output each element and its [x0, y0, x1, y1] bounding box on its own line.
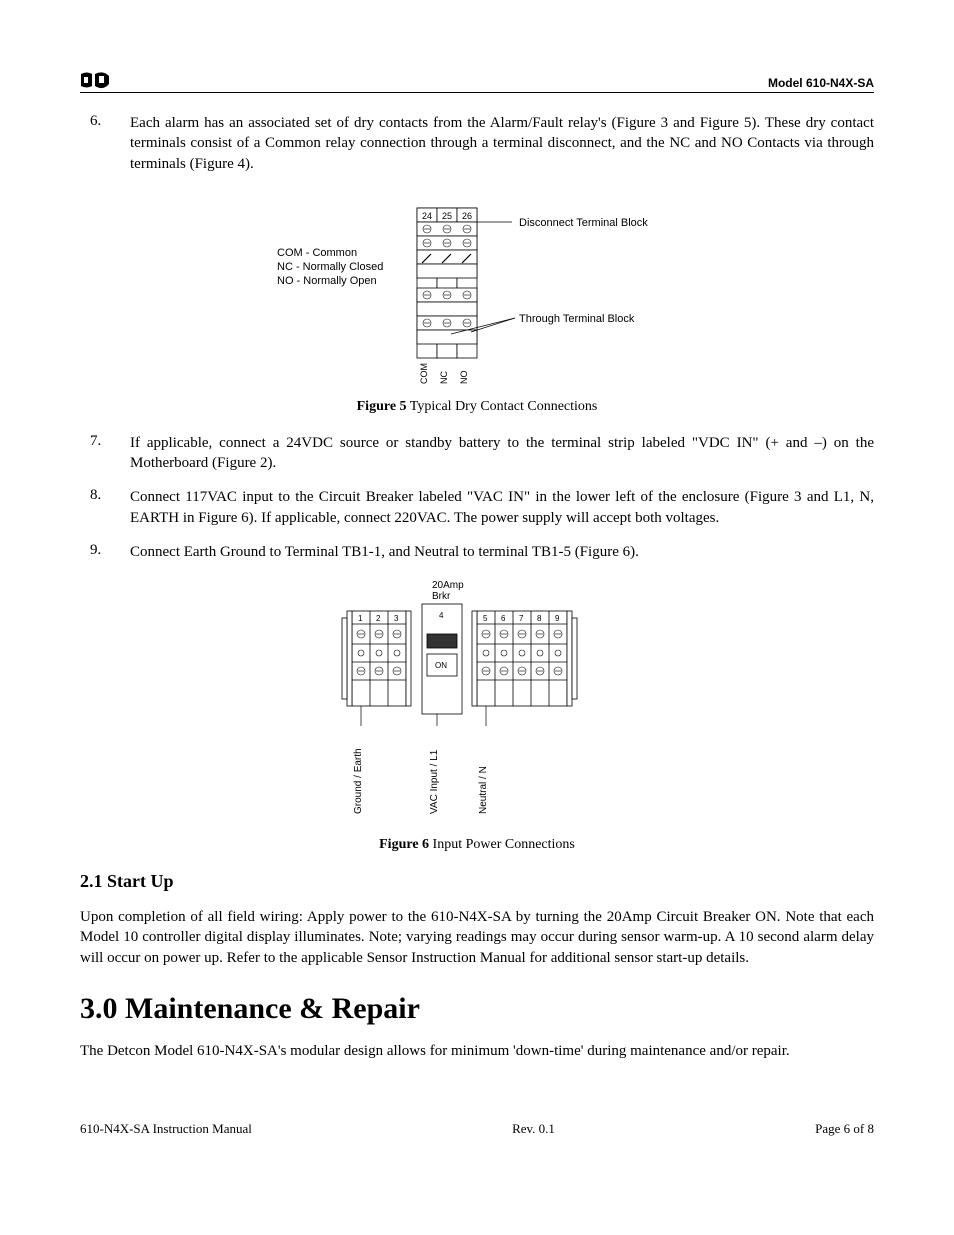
page-header: Model 610-N4X-SA — [80, 70, 874, 93]
svg-text:20Amp: 20Amp — [432, 580, 464, 591]
svg-text:6: 6 — [501, 614, 506, 623]
svg-text:4: 4 — [439, 611, 444, 620]
item-text: Connect Earth Ground to Terminal TB1-1, … — [130, 542, 874, 562]
svg-text:7: 7 — [519, 614, 524, 623]
section-2-1-heading: 2.1 Start Up — [80, 871, 874, 892]
item-number: 9. — [80, 542, 130, 562]
fig5-legend-no: NO - Normally Open — [277, 275, 377, 287]
page-footer: 610-N4X-SA Instruction Manual Rev. 0.1 P… — [80, 1121, 874, 1137]
svg-text:3: 3 — [394, 614, 399, 623]
fig5-legend-com: COM - Common — [277, 247, 357, 259]
svg-text:Brkr: Brkr — [432, 591, 451, 602]
fig5-legend-nc: NC - Normally Closed — [277, 261, 383, 273]
svg-text:2: 2 — [376, 614, 381, 623]
chapter-3-heading: 3.0 Maintenance & Repair — [80, 992, 874, 1026]
item-text: Each alarm has an associated set of dry … — [130, 113, 874, 174]
item-number: 7. — [80, 433, 130, 474]
svg-text:1: 1 — [358, 614, 363, 623]
list-item: 8. Connect 117VAC input to the Circuit B… — [80, 487, 874, 528]
svg-text:NO: NO — [459, 370, 469, 384]
list-item: 7. If applicable, connect a 24VDC source… — [80, 433, 874, 474]
list-item: 6. Each alarm has an associated set of d… — [80, 113, 874, 174]
svg-text:25: 25 — [442, 211, 452, 221]
instruction-list: 6. Each alarm has an associated set of d… — [80, 113, 874, 174]
section-2-1-para: Upon completion of all field wiring: App… — [80, 907, 874, 968]
footer-center: Rev. 0.1 — [512, 1121, 555, 1137]
svg-text:NC: NC — [439, 370, 449, 383]
footer-left: 610-N4X-SA Instruction Manual — [80, 1121, 252, 1137]
svg-text:ON: ON — [435, 661, 447, 670]
svg-text:Disconnect Terminal Block: Disconnect Terminal Block — [519, 217, 648, 229]
header-model: Model 610-N4X-SA — [768, 76, 874, 90]
svg-text:VAC Input / L1: VAC Input / L1 — [429, 749, 440, 814]
figure-5: COM - Common NC - Normally Closed NO - N… — [80, 188, 874, 415]
svg-text:Ground / Earth: Ground / Earth — [353, 748, 364, 814]
list-item: 9. Connect Earth Ground to Terminal TB1-… — [80, 542, 874, 562]
svg-text:9: 9 — [555, 614, 560, 623]
item-number: 8. — [80, 487, 130, 528]
figure5-caption: Figure 5 Typical Dry Contact Connections — [80, 399, 874, 415]
figure6-caption: Figure 6 Input Power Connections — [80, 837, 874, 853]
svg-text:COM: COM — [419, 363, 429, 384]
svg-text:8: 8 — [537, 614, 542, 623]
footer-right: Page 6 of 8 — [815, 1121, 874, 1137]
instruction-list-2: 7. If applicable, connect a 24VDC source… — [80, 433, 874, 562]
brand-logo — [80, 70, 110, 90]
svg-text:5: 5 — [483, 614, 488, 623]
svg-text:Neutral / N: Neutral / N — [478, 766, 489, 814]
item-text: If applicable, connect a 24VDC source or… — [130, 433, 874, 474]
svg-text:Through Terminal Block: Through Terminal Block — [519, 313, 635, 325]
svg-text:26: 26 — [462, 211, 472, 221]
svg-text:24: 24 — [422, 211, 432, 221]
chapter-3-para: The Detcon Model 610-N4X-SA's modular de… — [80, 1041, 874, 1061]
item-text: Connect 117VAC input to the Circuit Brea… — [130, 487, 874, 528]
item-number: 6. — [80, 113, 130, 174]
figure-6: 20Amp Brkr — [80, 576, 874, 853]
